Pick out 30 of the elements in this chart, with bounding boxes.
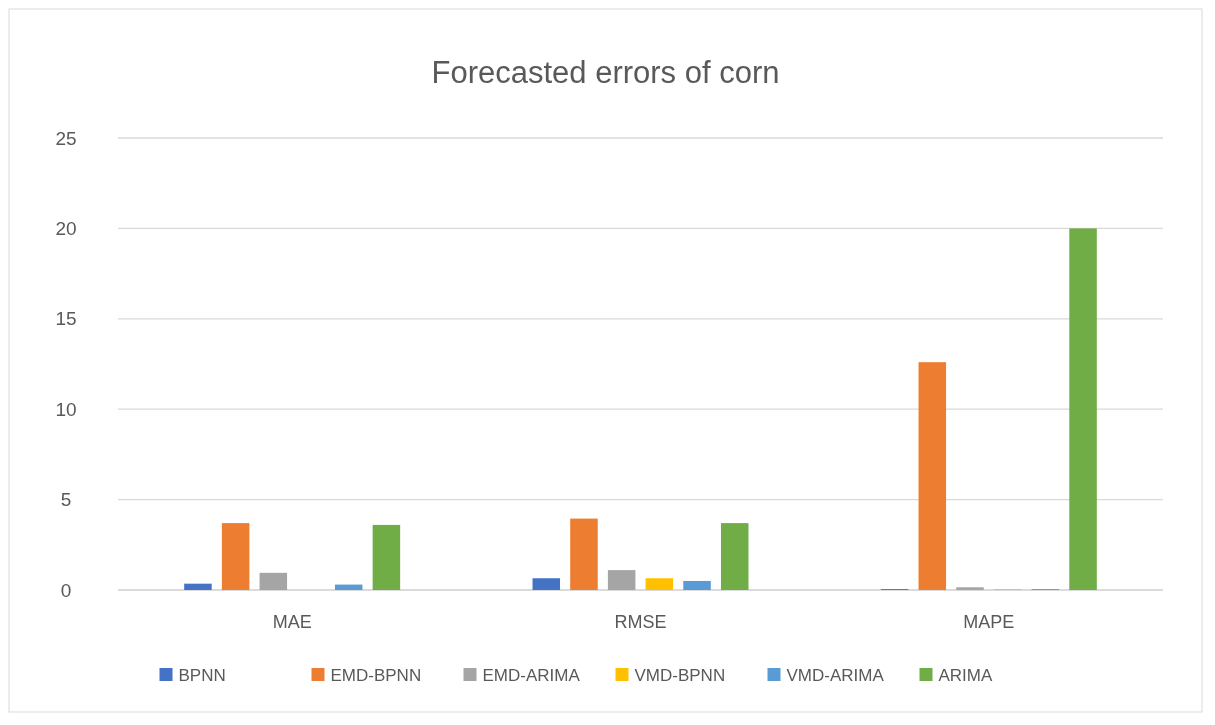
- y-tick-label: 25: [55, 127, 77, 149]
- bar: [372, 524, 401, 590]
- bar: [607, 570, 636, 590]
- bar: [259, 572, 288, 590]
- legend-label: EMD-ARIMA: [482, 665, 581, 685]
- bar: [184, 583, 212, 590]
- y-tick-label: 15: [55, 308, 77, 330]
- y-tick-label: 5: [60, 489, 72, 511]
- y-tick-label: 20: [55, 218, 77, 240]
- bar: [532, 578, 561, 590]
- bar: [720, 523, 749, 590]
- bar: [645, 578, 674, 590]
- legend-label: BPNN: [178, 665, 226, 685]
- x-tick-label: RMSE: [614, 612, 667, 632]
- x-tick-label: MAE: [272, 612, 312, 632]
- y-tick-label: 0: [60, 579, 72, 601]
- bar: [221, 523, 250, 590]
- bar: [570, 518, 598, 590]
- bar: [956, 587, 984, 590]
- bar: [918, 362, 947, 590]
- bar: [334, 584, 363, 590]
- bar: [683, 580, 711, 590]
- legend-label: EMD-BPNN: [330, 665, 422, 685]
- legend-label: VMD-ARIMA: [786, 665, 885, 685]
- chart-title: Forecasted errors of corn: [431, 55, 780, 90]
- bar: [1069, 228, 1097, 590]
- y-tick-label: 10: [55, 398, 77, 420]
- x-tick-label: MAPE: [963, 612, 1015, 632]
- legend-label: VMD-BPNN: [634, 665, 726, 685]
- legend-label: ARIMA: [938, 665, 993, 685]
